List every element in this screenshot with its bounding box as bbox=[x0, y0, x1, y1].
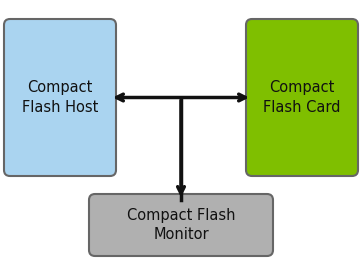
FancyBboxPatch shape bbox=[89, 194, 273, 256]
Text: Compact
Flash Card: Compact Flash Card bbox=[263, 80, 341, 115]
Text: Compact
Flash Host: Compact Flash Host bbox=[22, 80, 98, 115]
Text: Compact Flash
Monitor: Compact Flash Monitor bbox=[127, 208, 235, 242]
FancyBboxPatch shape bbox=[246, 19, 358, 176]
FancyBboxPatch shape bbox=[4, 19, 116, 176]
